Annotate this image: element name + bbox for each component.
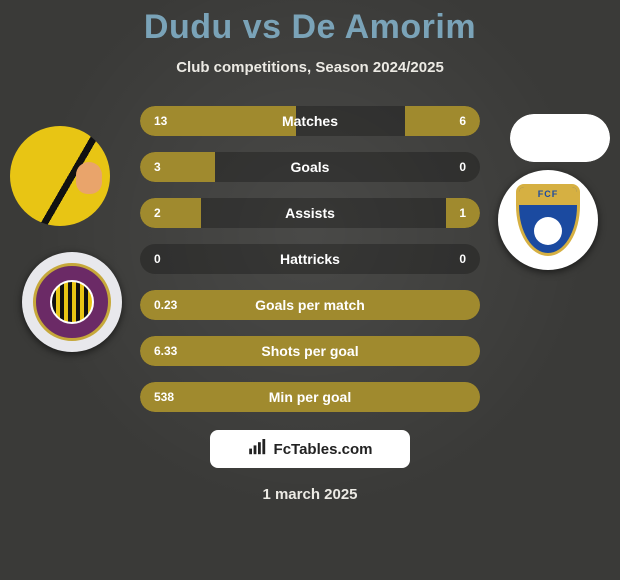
stat-value-right: 6	[459, 114, 466, 128]
stat-label: Shots per goal	[140, 343, 480, 359]
stat-label: Hattricks	[140, 251, 480, 267]
subtitle: Club competitions, Season 2024/2025	[0, 59, 620, 76]
stat-value-right: 0	[459, 252, 466, 266]
stat-label: Goals	[140, 159, 480, 175]
stat-label: Goals per match	[140, 297, 480, 313]
stat-row: Shots per goal6.33	[140, 336, 480, 366]
stat-row: Goals per match0.23	[140, 290, 480, 320]
stat-value-left: 6.33	[154, 344, 177, 358]
player-right-photo	[510, 114, 610, 162]
source-badge: FcTables.com	[210, 430, 410, 468]
player-left-photo	[10, 126, 110, 226]
stat-label: Assists	[140, 205, 480, 221]
page-title: Dudu vs De Amorim	[0, 8, 620, 47]
stat-row: Min per goal538	[140, 382, 480, 412]
chart-icon	[248, 439, 268, 459]
stat-row: Assists2 1	[140, 198, 480, 228]
shield-text: FCF	[519, 189, 577, 199]
stat-row: Goals3 0	[140, 152, 480, 182]
stat-label: Matches	[140, 113, 480, 129]
source-label: FcTables.com	[274, 441, 373, 458]
stat-value-right: 0	[459, 160, 466, 174]
stat-row: Matches13 6	[140, 106, 480, 136]
club-badge-left	[22, 252, 122, 352]
stat-label: Min per goal	[140, 389, 480, 405]
date: 1 march 2025	[0, 486, 620, 503]
stat-value-left: 13	[154, 114, 167, 128]
stat-value-left: 3	[154, 160, 161, 174]
club-badge-right: FCF	[498, 170, 598, 270]
stat-value-left: 0.23	[154, 298, 177, 312]
stat-row: Hattricks0 0	[140, 244, 480, 274]
stat-value-left: 2	[154, 206, 161, 220]
stat-value-left: 538	[154, 390, 174, 404]
stat-value-right: 1	[459, 206, 466, 220]
stat-value-left: 0	[154, 252, 161, 266]
content: Dudu vs De Amorim Club competitions, Sea…	[0, 0, 620, 580]
